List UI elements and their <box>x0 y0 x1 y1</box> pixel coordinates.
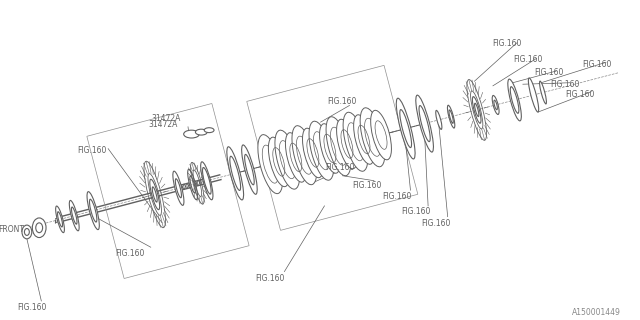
Text: FIG.160: FIG.160 <box>353 181 382 190</box>
Ellipse shape <box>173 171 184 205</box>
Ellipse shape <box>152 187 157 202</box>
Text: FIG.160: FIG.160 <box>382 193 412 202</box>
Ellipse shape <box>69 200 79 231</box>
Ellipse shape <box>529 78 539 112</box>
Text: FIG.160: FIG.160 <box>492 39 521 48</box>
Text: FIG.160: FIG.160 <box>327 97 356 107</box>
Text: FIG.160: FIG.160 <box>565 90 595 99</box>
Text: FIG.160: FIG.160 <box>534 68 563 77</box>
Ellipse shape <box>292 126 317 185</box>
Ellipse shape <box>201 162 213 200</box>
Text: FIG.160: FIG.160 <box>582 60 611 69</box>
Ellipse shape <box>56 206 65 233</box>
Ellipse shape <box>87 192 99 230</box>
Ellipse shape <box>202 167 211 194</box>
Text: A150001449: A150001449 <box>572 308 621 317</box>
Ellipse shape <box>33 218 46 237</box>
Text: FIG.160: FIG.160 <box>255 274 284 283</box>
Ellipse shape <box>436 110 442 129</box>
Ellipse shape <box>268 137 289 187</box>
Ellipse shape <box>188 169 198 200</box>
Ellipse shape <box>472 97 481 123</box>
Ellipse shape <box>508 79 522 121</box>
Ellipse shape <box>309 121 334 180</box>
Ellipse shape <box>285 133 306 182</box>
Ellipse shape <box>416 95 433 152</box>
Ellipse shape <box>337 119 357 169</box>
Ellipse shape <box>492 95 499 115</box>
Ellipse shape <box>36 223 43 233</box>
Ellipse shape <box>195 129 207 135</box>
Text: FIG.160: FIG.160 <box>77 147 107 156</box>
Ellipse shape <box>242 145 257 194</box>
Ellipse shape <box>258 135 283 194</box>
Ellipse shape <box>371 110 392 160</box>
Ellipse shape <box>22 225 32 239</box>
Ellipse shape <box>360 108 385 167</box>
Ellipse shape <box>303 128 323 178</box>
Ellipse shape <box>24 228 29 236</box>
Text: FIG.160: FIG.160 <box>17 303 46 312</box>
Text: 31472A: 31472A <box>152 114 181 123</box>
Text: FIG.160: FIG.160 <box>115 249 144 258</box>
Text: 31472A: 31472A <box>149 120 178 129</box>
Ellipse shape <box>227 147 244 200</box>
Ellipse shape <box>319 124 340 173</box>
Ellipse shape <box>540 81 547 104</box>
Ellipse shape <box>354 115 374 164</box>
Text: FIG.160: FIG.160 <box>402 207 431 216</box>
Ellipse shape <box>275 130 300 189</box>
Ellipse shape <box>184 130 199 138</box>
Ellipse shape <box>150 179 159 210</box>
Text: FIG.160: FIG.160 <box>513 55 543 64</box>
Ellipse shape <box>204 128 214 132</box>
Text: FRONT: FRONT <box>0 225 24 234</box>
Ellipse shape <box>326 117 351 176</box>
Ellipse shape <box>474 103 479 116</box>
Ellipse shape <box>447 105 455 128</box>
Text: FIG.160: FIG.160 <box>325 163 355 172</box>
Ellipse shape <box>396 98 415 159</box>
Text: FIG.160: FIG.160 <box>550 80 580 89</box>
Text: FIG.160: FIG.160 <box>421 219 451 228</box>
Ellipse shape <box>343 112 368 171</box>
